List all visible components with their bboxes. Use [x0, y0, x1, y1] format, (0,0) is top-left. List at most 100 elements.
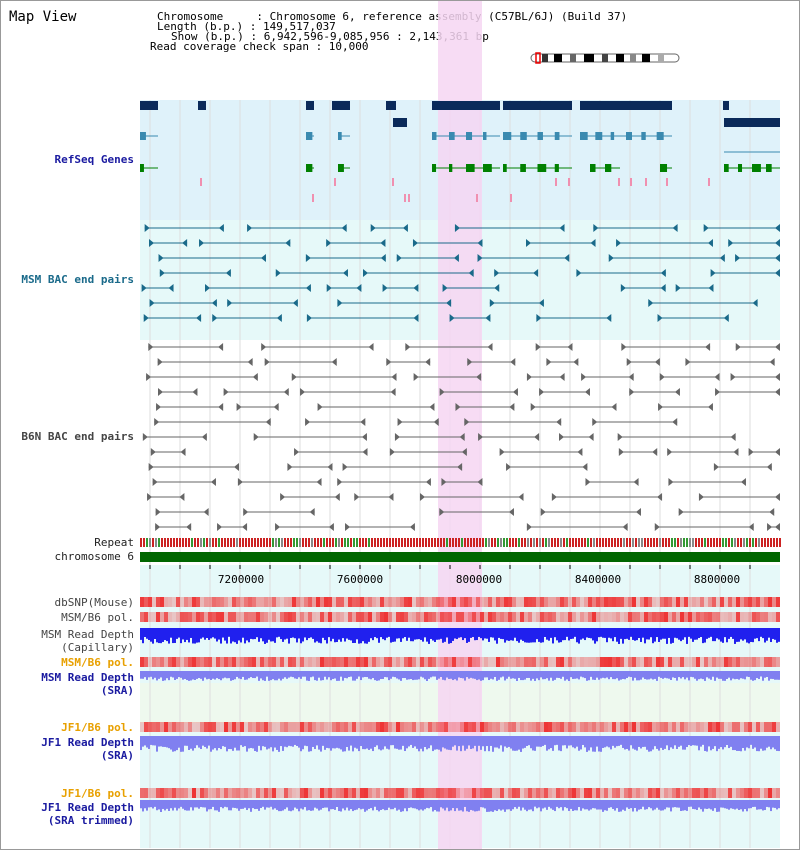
pol-cell — [204, 612, 208, 622]
track-label-b6n-bac[interactable]: B6N BAC end pairs — [21, 430, 134, 443]
track-label-jf1-depth-trim-1[interactable]: JF1 Read Depth — [41, 801, 134, 814]
pol-cell — [400, 657, 404, 667]
track-label-msm-bac[interactable]: MSM BAC end pairs — [21, 273, 134, 286]
pol-cell — [548, 657, 552, 667]
depth-bar — [342, 736, 344, 752]
depth-bar — [494, 736, 496, 748]
pol-cell — [436, 612, 440, 622]
depth-bar — [634, 671, 636, 678]
pol-cell — [424, 657, 428, 667]
depth-bar — [564, 628, 566, 641]
depth-bar — [558, 800, 560, 809]
repeat-mark — [203, 538, 205, 547]
b6n-bac-end — [265, 418, 271, 426]
depth-bar — [150, 800, 152, 808]
track-label-jf1-b6-pol-2[interactable]: JF1/B6 pol. — [61, 787, 134, 800]
depth-bar — [720, 628, 722, 642]
depth-bar — [436, 800, 438, 812]
pol-cell — [724, 788, 728, 798]
repeat-mark — [380, 538, 382, 547]
pol-cell — [772, 788, 776, 798]
pol-cell — [584, 722, 588, 732]
repeat-mark — [632, 538, 634, 547]
pol-cell — [148, 597, 152, 607]
depth-bar — [376, 800, 378, 811]
track-label-msm-depth-cap-1[interactable]: MSM Read Depth — [41, 628, 134, 641]
repeat-mark — [455, 538, 457, 547]
b6n-bac-end — [368, 343, 374, 351]
depth-bar — [274, 736, 276, 748]
depth-bar — [708, 800, 710, 809]
depth-bar — [420, 736, 422, 749]
depth-bar — [280, 736, 282, 747]
pol-cell — [500, 597, 504, 607]
pol-cell — [676, 788, 680, 798]
depth-bar — [144, 671, 146, 678]
pol-cell — [572, 597, 576, 607]
pol-cell — [408, 597, 412, 607]
pol-cell — [344, 657, 348, 667]
depth-bar — [260, 671, 262, 679]
depth-bar — [242, 671, 244, 677]
b6n-bac-end — [361, 433, 367, 441]
msm-bac-end — [199, 239, 205, 247]
track-label-msm-depth-sra-1[interactable]: MSM Read Depth — [41, 671, 134, 684]
pol-cell — [692, 657, 696, 667]
depth-bar — [530, 628, 532, 643]
track-label-dbsnp[interactable]: dbSNP(Mouse) — [54, 596, 134, 609]
b6n-bac-end — [429, 403, 435, 411]
depth-bar — [480, 800, 482, 808]
track-label-refseq[interactable]: RefSeq Genes — [54, 153, 134, 166]
pol-cell — [200, 612, 204, 622]
msm-bac-end — [559, 224, 565, 232]
depth-bar — [216, 800, 218, 811]
depth-bar — [518, 628, 520, 643]
pol-cell — [768, 612, 772, 622]
pol-cell — [476, 788, 480, 798]
depth-bar — [238, 671, 240, 679]
pol-cell — [544, 657, 548, 667]
repeat-mark — [260, 538, 262, 547]
pol-cell — [656, 612, 660, 622]
depth-bar — [428, 671, 430, 679]
chromosome-ideogram[interactable] — [530, 52, 682, 64]
depth-bar — [708, 671, 710, 679]
pol-cell — [544, 722, 548, 732]
depth-bar — [156, 736, 158, 752]
depth-bar — [552, 628, 554, 644]
track-label-msm-b6-pol-2[interactable]: MSM/B6 pol. — [61, 656, 134, 669]
track-label-jf1-b6-pol-1[interactable]: JF1/B6 pol. — [61, 721, 134, 734]
depth-bar — [414, 628, 416, 640]
depth-bar — [568, 671, 570, 681]
depth-bar — [772, 800, 774, 808]
pol-cell — [164, 657, 168, 667]
depth-bar — [402, 800, 404, 812]
b6n-bac-end — [455, 403, 461, 411]
repeat-mark — [554, 538, 556, 547]
depth-bar — [348, 736, 350, 751]
depth-bar — [636, 671, 638, 681]
gene-exon — [537, 132, 543, 140]
depth-bar — [548, 671, 550, 681]
pol-cell — [144, 722, 148, 732]
depth-bar — [214, 628, 216, 639]
depth-bar — [180, 671, 182, 678]
pol-cell — [556, 597, 560, 607]
repeat-mark — [185, 538, 187, 547]
pol-cell — [156, 722, 160, 732]
msm-bac-end — [227, 299, 233, 307]
pol-cell — [432, 597, 436, 607]
depth-bar — [392, 628, 394, 642]
gene-exon — [503, 132, 512, 140]
depth-bar — [498, 671, 500, 680]
depth-bar — [726, 736, 728, 745]
pol-cell — [272, 722, 276, 732]
gene-mark — [708, 178, 710, 186]
depth-bar — [258, 628, 260, 642]
depth-bar — [510, 800, 512, 811]
track-label-jf1-depth-sra-1[interactable]: JF1 Read Depth — [41, 736, 134, 749]
pol-cell — [756, 722, 760, 732]
track-label-msm-b6-pol-1[interactable]: MSM/B6 pol. — [61, 611, 134, 624]
